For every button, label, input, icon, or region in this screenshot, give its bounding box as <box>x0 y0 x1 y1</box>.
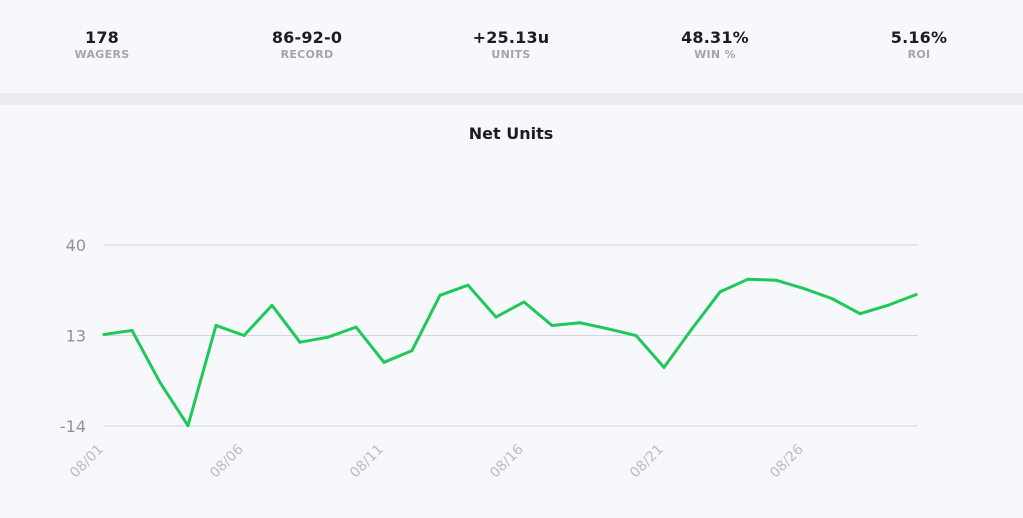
section-divider <box>0 93 1023 105</box>
data-point <box>886 303 890 307</box>
data-point <box>662 365 666 369</box>
stats-bar: 178 WAGERS 86-92-0 RECORD +25.13u UNITS … <box>0 0 1023 93</box>
stat-value: +25.13u <box>472 28 550 47</box>
x-axis-ticks: 08/01 08/06 08/11 08/16 08/21 08/26 <box>67 441 807 481</box>
x-tick-label: 08/16 <box>487 441 527 481</box>
data-point <box>914 293 918 297</box>
series-layer <box>102 277 918 428</box>
stat-value: 5.16% <box>890 28 948 47</box>
stat-label: UNITS <box>491 48 531 61</box>
data-point <box>718 290 722 294</box>
data-point <box>326 335 330 339</box>
data-point <box>438 293 442 297</box>
stat-label: WIN % <box>694 48 736 61</box>
data-point <box>690 327 694 331</box>
data-point <box>606 327 610 331</box>
stat-units: +25.13u UNITS <box>431 28 591 62</box>
x-tick-label: 08/01 <box>67 442 107 482</box>
x-tick-label: 08/26 <box>767 441 807 481</box>
data-point <box>298 340 302 344</box>
data-point <box>214 323 218 327</box>
data-point <box>550 323 554 327</box>
grid-lines <box>104 244 918 427</box>
data-point <box>522 300 526 304</box>
data-point <box>410 349 414 353</box>
stat-value: 48.31% <box>681 28 749 47</box>
data-point <box>830 297 834 301</box>
x-tick-label: 08/06 <box>207 441 247 481</box>
stat-record: 86-92-0 RECORD <box>227 28 387 62</box>
data-point <box>242 334 246 337</box>
chart-title: Net Units <box>469 124 554 143</box>
data-point <box>130 328 134 332</box>
stat-label: WAGERS <box>74 48 130 61</box>
data-point <box>494 315 498 319</box>
x-tick-label: 08/21 <box>627 442 667 482</box>
stat-roi: 5.16% ROI <box>839 28 999 62</box>
y-tick-label: 13 <box>66 327 86 346</box>
stat-win-pct: 48.31% WIN % <box>635 28 795 62</box>
y-tick-label: -14 <box>60 417 86 436</box>
data-point <box>746 277 750 281</box>
data-point <box>158 380 162 384</box>
stat-label: RECORD <box>280 48 334 61</box>
data-point <box>354 325 358 329</box>
data-point <box>802 287 806 291</box>
stat-value: 86-92-0 <box>271 28 343 47</box>
data-point <box>634 334 638 337</box>
data-point <box>774 278 778 282</box>
y-axis-ticks: 40 13 -14 <box>60 236 86 436</box>
x-tick-label: 08/11 <box>347 442 387 482</box>
stat-wagers: 178 WAGERS <box>22 28 182 62</box>
data-point <box>858 312 862 316</box>
data-point <box>578 321 582 325</box>
chart-panel: Net Units 40 13 -14 08/01 08/06 08/11 08/16 08… <box>0 105 1023 518</box>
data-point <box>270 303 274 307</box>
net-units-series-line <box>102 277 918 428</box>
stat-value: 178 <box>85 28 119 47</box>
y-tick-label: 40 <box>66 236 86 255</box>
data-point <box>466 283 470 287</box>
data-point <box>102 332 106 336</box>
stat-label: ROI <box>907 48 931 61</box>
data-point <box>186 424 190 428</box>
data-point <box>382 360 386 364</box>
